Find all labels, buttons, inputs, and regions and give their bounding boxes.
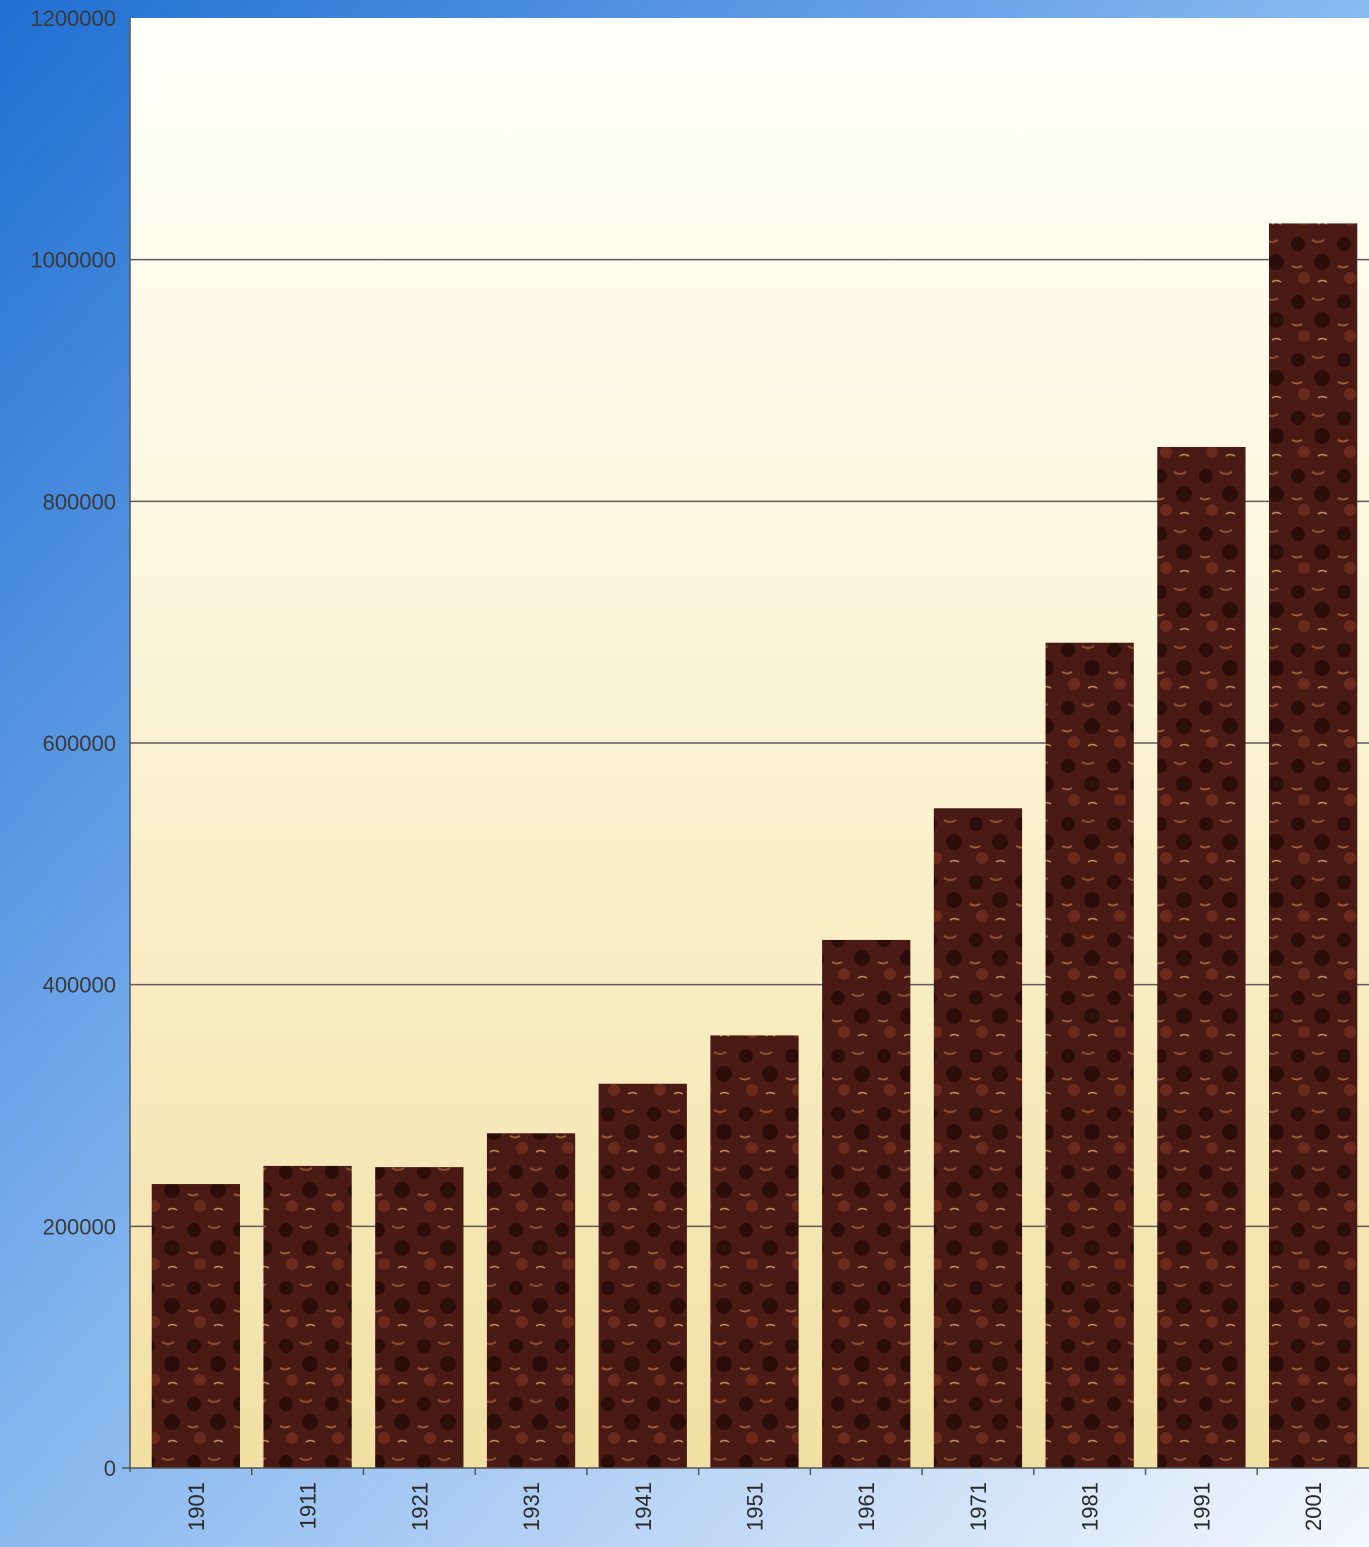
bar-1941 (598, 1083, 687, 1468)
bar-1971 (933, 808, 1023, 1468)
x-tick-label: 1991 (1189, 1482, 1214, 1531)
x-tick-label: 1911 (296, 1482, 321, 1529)
x-tick-label: 2001 (1301, 1482, 1326, 1531)
bar-1931 (486, 1133, 576, 1468)
bar-1921 (375, 1167, 464, 1468)
x-tick-label: 1971 (966, 1482, 991, 1531)
y-tick-label: 400000 (43, 973, 116, 998)
x-tick-label: 1921 (407, 1482, 432, 1531)
bar-1961 (822, 939, 911, 1468)
y-tick-label: 1000000 (30, 248, 116, 273)
bar-2001 (1269, 223, 1358, 1469)
y-tick-label: 800000 (43, 489, 116, 514)
bar-1951 (710, 1035, 799, 1468)
y-tick-label: 200000 (43, 1214, 116, 1239)
x-tick-label: 1981 (1078, 1482, 1103, 1531)
axes (122, 18, 1369, 1475)
bar-1901 (151, 1184, 240, 1468)
x-tick-label: 1961 (854, 1482, 879, 1531)
bar-1911 (263, 1165, 352, 1468)
x-tick-label: 1941 (631, 1482, 656, 1531)
x-tick-label: 1931 (519, 1482, 544, 1531)
bar-1981 (1045, 642, 1134, 1468)
x-tick-label: 1901 (184, 1482, 209, 1531)
bar-1991 (1157, 446, 1246, 1468)
x-tick-label: 1951 (743, 1482, 768, 1531)
y-axis-tick-labels: 0 200000 400000 600000 800000 1000000 1200000 (30, 6, 116, 1481)
bars (151, 223, 1358, 1469)
y-tick-label: 0 (104, 1456, 116, 1481)
y-tick-label: 600000 (43, 731, 116, 756)
x-axis-tick-labels: 1901 1911 1921 1931 1941 1951 1961 1971 1981 1991… (184, 1482, 1326, 1531)
y-tick-label: 1200000 (30, 6, 116, 31)
